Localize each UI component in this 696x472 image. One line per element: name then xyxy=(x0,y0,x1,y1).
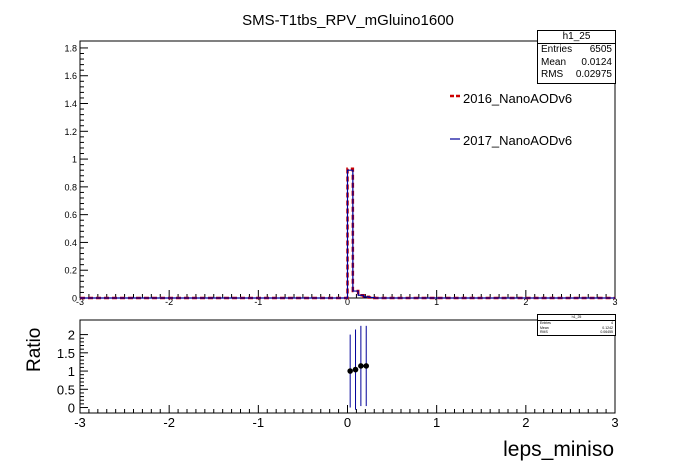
chart-title: SMS-T1tbs_RPV_mGluino1600 xyxy=(242,12,454,29)
legend-label-2017: 2017_NanoAODv6 xyxy=(463,133,573,148)
stats-mean-value: 0.0124 xyxy=(581,56,612,68)
ratio-stats-rms-value: 0.06455 xyxy=(600,330,613,334)
ratio-x-tick-label: 2 xyxy=(522,415,529,430)
main-y-tick-label: 0 xyxy=(72,294,77,304)
main-y-tick-label: 0.6 xyxy=(64,210,77,220)
ratio-y-tick-label: 1 xyxy=(68,364,75,379)
ratio-y-tick-label: 2 xyxy=(68,328,75,343)
ratio-y-axis-title: Ratio xyxy=(24,327,45,372)
main-x-tick-label: 1 xyxy=(434,297,439,307)
stats-entries-value: 6505 xyxy=(589,44,612,55)
ratio-plot-frame xyxy=(79,319,616,414)
stats-entries-label: Entries xyxy=(541,44,573,55)
main-x-tick-label: 3 xyxy=(612,297,617,307)
ratio-y-tick-label: 0 xyxy=(68,401,75,416)
ratio-y-tick-label: 0.5 xyxy=(57,382,75,397)
ratio-stats-box-name: h1_25 xyxy=(538,315,615,321)
ratio-x-tick-label: 1 xyxy=(433,415,440,430)
main-x-tick-label: 2 xyxy=(523,297,528,307)
stats-rms-row: RMS 0.02975 xyxy=(538,69,615,82)
stats-box: h1_25 Entries 6505 Mean 0.0124 RMS 0.029… xyxy=(537,30,616,84)
stats-mean-row: Mean 0.0124 xyxy=(538,57,615,70)
main-x-tick-label: -3 xyxy=(76,297,84,307)
stats-box-name: h1_25 xyxy=(538,31,615,44)
stats-entries-row: Entries 6505 xyxy=(538,44,615,57)
ratio-point xyxy=(347,368,353,374)
ratio-point xyxy=(358,363,364,369)
ratio-stats-entries-row: Entries 4 xyxy=(538,321,615,326)
ratio-stats-mean-value: 0.1242 xyxy=(602,325,613,330)
ratio-stats-mean-label: Mean xyxy=(540,325,549,330)
ratio-stats-mean-row: Mean 0.1242 xyxy=(538,326,615,331)
main-x-tick-label: 0 xyxy=(345,297,350,307)
ratio-x-tick-label: 3 xyxy=(611,415,618,430)
stats-rms-label: RMS xyxy=(541,69,564,80)
main-y-tick-label: 1.4 xyxy=(64,99,77,109)
ratio-stats-entries-label: Entries xyxy=(540,321,551,325)
main-y-tick-label: 1 xyxy=(72,155,77,165)
ratio-stats-entries-value: 4 xyxy=(611,321,613,325)
ratio-stats-box: h1_25 Entries 4 Mean 0.1242 RMS 0.06455 xyxy=(537,314,616,336)
main-x-tick-label: -2 xyxy=(165,297,173,307)
ratio-stats-rms-label: RMS xyxy=(540,330,548,334)
main-y-tick-label: 1.8 xyxy=(64,43,77,53)
ratio-y-tick-label: 1.5 xyxy=(57,346,75,361)
main-y-tick-label: 1.2 xyxy=(64,127,77,137)
legend-label-2016: 2016_NanoAODv6 xyxy=(463,91,573,106)
series-line-2017_NanoAODv6 xyxy=(80,169,615,299)
ratio-x-tick-label: -1 xyxy=(253,415,265,430)
main-y-tick-label: 0.8 xyxy=(64,182,77,192)
ratio-point xyxy=(363,363,370,369)
ratio-x-tick-label: -3 xyxy=(74,415,86,430)
ratio-x-tick-label: -2 xyxy=(163,415,175,430)
stats-rms-value: 0.02975 xyxy=(575,69,612,80)
main-y-tick-label: 0.4 xyxy=(64,238,77,248)
main-y-tick-label: 1.6 xyxy=(64,71,77,81)
main-y-tick-label: 0.2 xyxy=(64,266,77,276)
stats-mean-label: Mean xyxy=(541,56,567,68)
ratio-x-tick-label: 0 xyxy=(344,415,351,430)
ratio-point xyxy=(352,366,359,373)
x-axis-title: leps_miniso xyxy=(503,438,614,461)
main-x-tick-label: -1 xyxy=(254,297,262,307)
ratio-stats-rms-row: RMS 0.06455 xyxy=(538,330,615,335)
